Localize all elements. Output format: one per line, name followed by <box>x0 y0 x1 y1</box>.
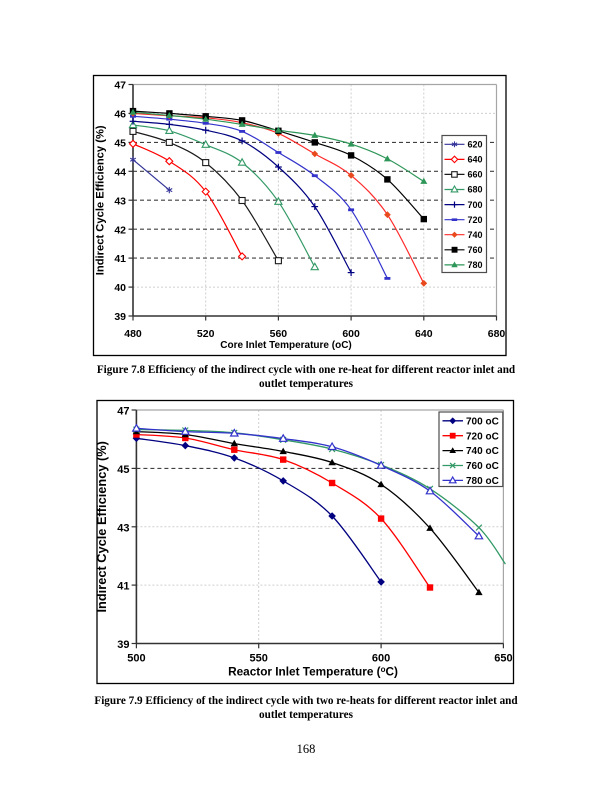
svg-text:46: 46 <box>114 109 126 121</box>
svg-text:780: 780 <box>468 260 483 270</box>
svg-text:43: 43 <box>117 522 129 534</box>
svg-text:520: 520 <box>197 328 215 340</box>
svg-text:700 oC: 700 oC <box>466 416 499 427</box>
svg-text:720 oC: 720 oC <box>466 431 499 442</box>
svg-text:760 oC: 760 oC <box>466 461 499 472</box>
svg-text:480: 480 <box>124 328 142 340</box>
svg-text:620: 620 <box>468 140 483 150</box>
svg-text:44: 44 <box>114 166 126 178</box>
svg-text:740 oC: 740 oC <box>466 446 499 457</box>
svg-text:47: 47 <box>114 80 126 92</box>
svg-text:41: 41 <box>117 581 129 593</box>
svg-text:47: 47 <box>117 406 129 418</box>
svg-text:780 oC: 780 oC <box>466 476 499 487</box>
svg-text:660: 660 <box>468 170 483 180</box>
svg-text:640: 640 <box>415 328 433 340</box>
svg-text:700: 700 <box>468 200 483 210</box>
svg-text:Indirect Cycle Efficiency (%): Indirect Cycle Efficiency (%) <box>94 441 109 612</box>
svg-text:39: 39 <box>117 639 129 651</box>
svg-text:45: 45 <box>114 138 126 150</box>
svg-text:600: 600 <box>372 653 390 665</box>
svg-text:760: 760 <box>468 245 483 255</box>
svg-text:41: 41 <box>114 253 126 265</box>
svg-text:720: 720 <box>468 215 483 225</box>
svg-text:650: 650 <box>494 653 512 665</box>
svg-text:500: 500 <box>127 653 145 665</box>
svg-text:39: 39 <box>114 311 126 323</box>
svg-text:40: 40 <box>114 282 126 294</box>
svg-text:680: 680 <box>488 328 506 340</box>
svg-text:43: 43 <box>114 195 126 207</box>
svg-text:Reactor Inlet Temperature (oC): Reactor Inlet Temperature (oC) <box>228 665 398 679</box>
svg-text:740: 740 <box>468 230 483 240</box>
svg-text:Core Inlet Temperature (oC): Core Inlet Temperature (oC) <box>220 340 352 351</box>
svg-text:Indirect Cycle Efficiency (%): Indirect Cycle Efficiency (%) <box>95 125 107 275</box>
svg-text:680: 680 <box>468 185 483 195</box>
svg-text:560: 560 <box>270 328 288 340</box>
svg-text:550: 550 <box>250 653 268 665</box>
svg-text:600: 600 <box>342 328 360 340</box>
svg-text:42: 42 <box>114 224 126 236</box>
svg-text:45: 45 <box>117 464 129 476</box>
svg-text:640: 640 <box>468 155 483 165</box>
